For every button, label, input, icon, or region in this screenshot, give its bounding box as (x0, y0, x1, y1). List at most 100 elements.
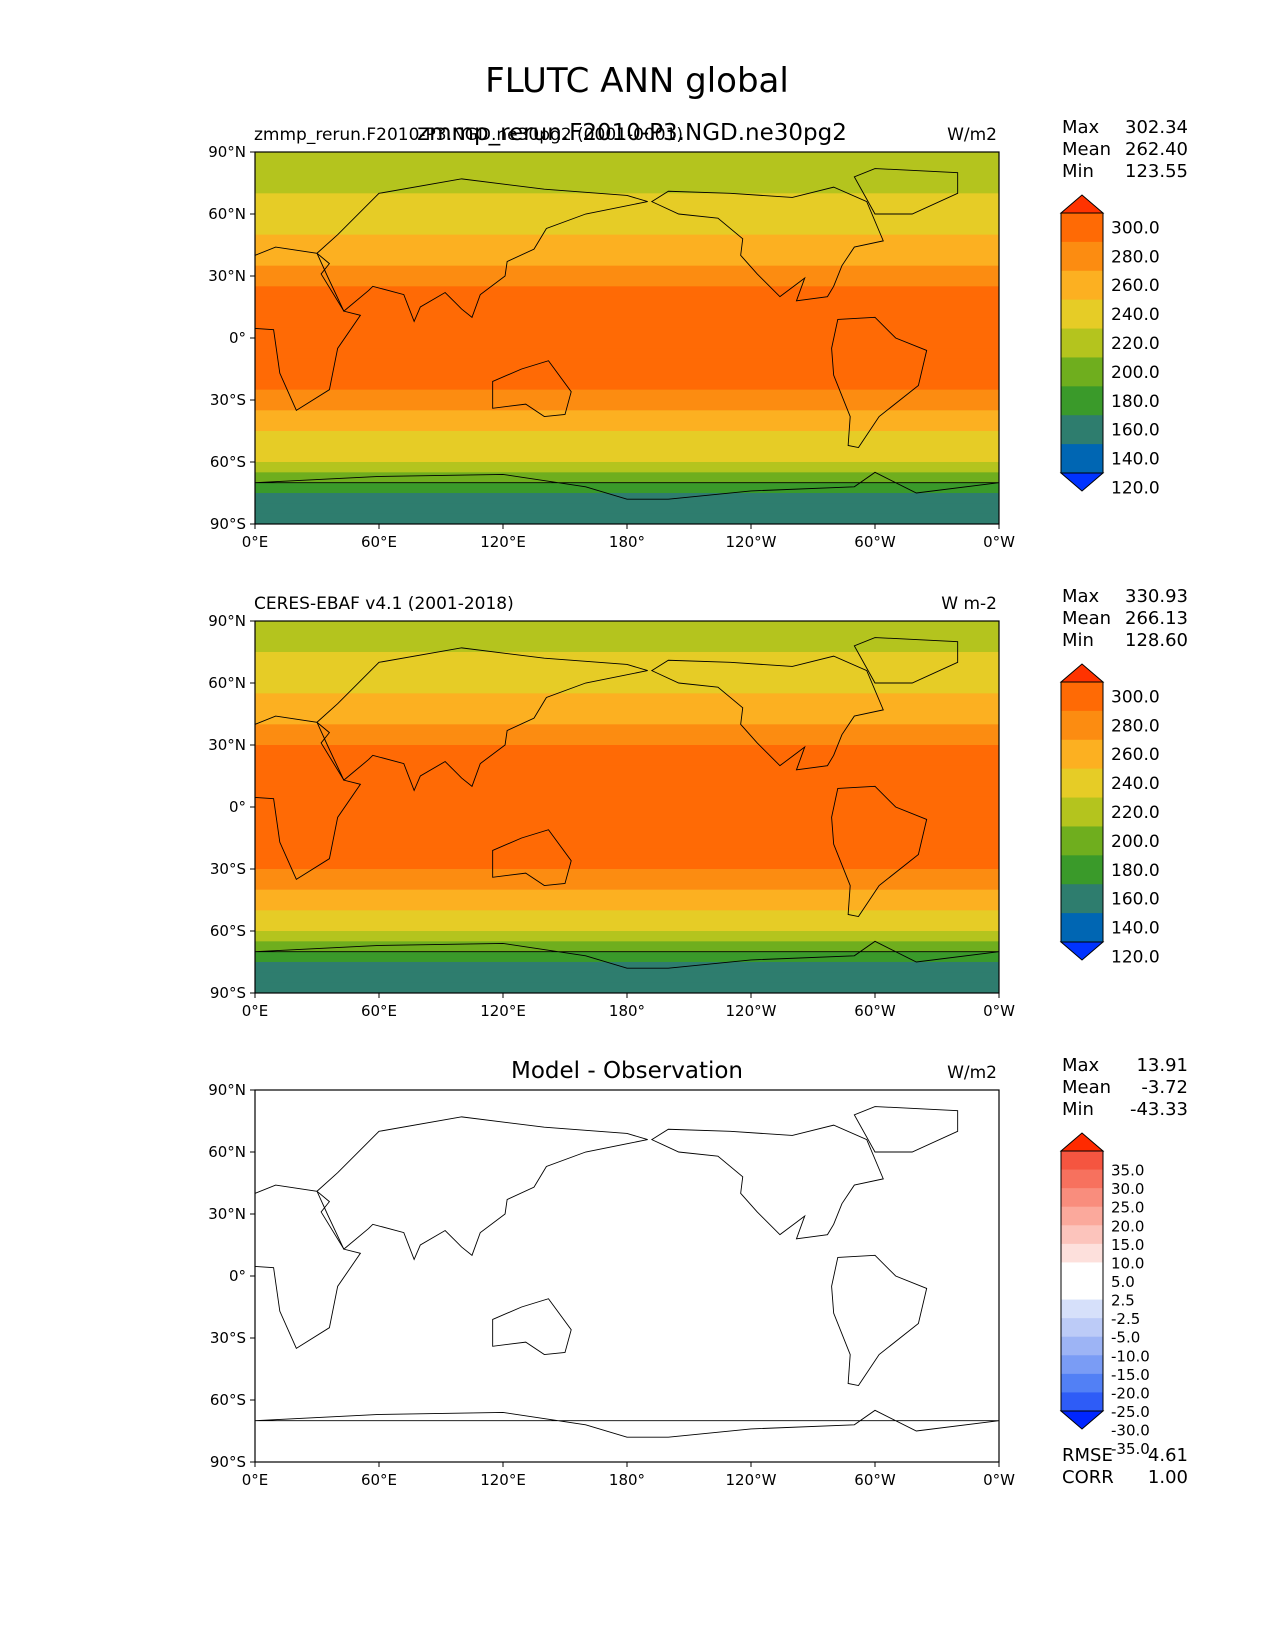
coastline (255, 1184, 362, 1349)
coastline (831, 316, 928, 449)
map-field (255, 1090, 999, 1462)
x-tick-label: 0°E (242, 1002, 269, 1020)
y-tick-label: 30°N (208, 267, 246, 285)
metric-value: 4.61 (1148, 1445, 1188, 1466)
lat-band (255, 1141, 999, 1153)
colorbar-segment (1061, 1355, 1103, 1375)
lat-band (255, 410, 999, 422)
lat-band (255, 1451, 999, 1462)
colorbar-frame (1060, 1150, 1104, 1412)
colorbar-tick-label: 140.0 (1111, 450, 1160, 470)
colorbar-tick-label: 280.0 (1111, 716, 1160, 736)
x-tick-label: 60°W (854, 533, 896, 551)
colorbar-extend-max (1059, 1132, 1105, 1152)
diff-stats: Max 13.91 Mean -3.72 Min -43.33 (1062, 1055, 1188, 1120)
y-tick-label: 30°S (210, 391, 246, 409)
x-tick-label: 180° (609, 1471, 645, 1489)
y-tick-label: 0° (229, 329, 246, 347)
lat-band (255, 1203, 999, 1215)
lat-band (255, 1100, 999, 1112)
lat-band (255, 1286, 999, 1298)
colorbar-segment (1061, 270, 1103, 301)
lat-band (255, 879, 999, 891)
colorbar-segment (1061, 444, 1103, 474)
lat-band (255, 1276, 999, 1287)
colorbar-segment (1061, 739, 1103, 770)
stat-value: 123.55 (1125, 161, 1188, 182)
colorbar-tick-label: 140.0 (1111, 919, 1160, 939)
lat-band (255, 245, 999, 256)
lat-band (255, 1348, 999, 1360)
map-field (255, 152, 999, 524)
colorbar-segment (1061, 768, 1103, 799)
x-tick-label: 0°E (242, 533, 269, 551)
x-tick-label: 180° (609, 533, 645, 551)
colorbar-tick-label: 300.0 (1111, 218, 1160, 238)
colorbar-segment (1061, 415, 1103, 445)
y-tick-label: 60°S (210, 453, 246, 471)
metric-label: CORR (1062, 1467, 1114, 1488)
y-tick-label: 30°S (210, 1329, 246, 1347)
diff-units: W/m2 (947, 1063, 997, 1083)
model-stats: Max 302.34 Mean 262.40 Min 123.55 (1062, 117, 1188, 182)
lat-band (255, 672, 999, 684)
coastline (316, 1116, 648, 1261)
colorbar-tick-label: 2.5 (1111, 1292, 1135, 1310)
lat-band (255, 183, 999, 194)
colorbar-tick-label: 220.0 (1111, 334, 1160, 354)
coastline (492, 1298, 572, 1355)
colorbar-tick-label: 15.0 (1111, 1236, 1144, 1254)
y-tick-label: 90°S (210, 515, 246, 533)
colorbar-segment (1061, 299, 1103, 330)
lat-band (255, 838, 999, 849)
colorbar-segment (1061, 797, 1103, 827)
metric-value: 1.00 (1148, 1467, 1188, 1488)
colorbar-segment (1061, 913, 1103, 943)
y-tick-label: 0° (229, 1267, 246, 1285)
stat-label: Mean (1062, 608, 1111, 629)
lat-band (255, 338, 999, 349)
colorbar-tick-label: 300.0 (1111, 687, 1160, 707)
lat-band (255, 734, 999, 746)
colorbar-extend-max (1059, 663, 1105, 683)
lat-band (255, 972, 999, 984)
colorbar-segment (1061, 1392, 1103, 1412)
coastline (255, 471, 999, 500)
colorbar-segment (1061, 1206, 1103, 1226)
coastline (316, 178, 648, 323)
lat-band (255, 214, 999, 225)
colorbar-tick-label: 260.0 (1111, 745, 1160, 765)
stat-label: Min (1062, 161, 1094, 182)
stat-value: 330.93 (1125, 586, 1188, 607)
lat-band (255, 900, 999, 911)
lat-band (255, 203, 999, 215)
colorbar-tick-label: -5.0 (1111, 1329, 1140, 1347)
lat-band (255, 807, 999, 818)
colorbar-tick-label: 35.0 (1111, 1162, 1144, 1180)
colorbar-segment (1061, 710, 1103, 741)
colorbar-segment (1061, 1169, 1103, 1189)
lat-band (255, 858, 999, 870)
lat-band (255, 1296, 999, 1308)
colorbar-segment (1061, 241, 1103, 272)
lat-band (255, 796, 999, 808)
lat-band (255, 265, 999, 277)
lat-band (255, 1327, 999, 1339)
y-tick-label: 90°S (210, 984, 246, 1002)
lat-band (255, 1255, 999, 1267)
lat-band (255, 869, 999, 880)
colorbar-tick-label: 200.0 (1111, 363, 1160, 383)
lat-band (255, 962, 999, 973)
lat-band (255, 1162, 999, 1174)
colorbar-segment (1061, 855, 1103, 885)
stat-value: 262.40 (1125, 139, 1188, 160)
model-panel: zmmp_rerun.F2010-P3.NGD.ne30pg2 (0001-00… (208, 117, 1188, 551)
y-tick-label: 90°N (208, 612, 246, 630)
lat-band (255, 662, 999, 674)
lat-band (255, 493, 999, 504)
coastline (492, 360, 572, 417)
diff-map: 0°E 60°E 120°E 180° 120°W 60°W 0°W 90°N 60°N 30°N… (208, 1081, 1015, 1489)
colorbar-segment (1061, 357, 1103, 387)
lat-band (255, 755, 999, 767)
